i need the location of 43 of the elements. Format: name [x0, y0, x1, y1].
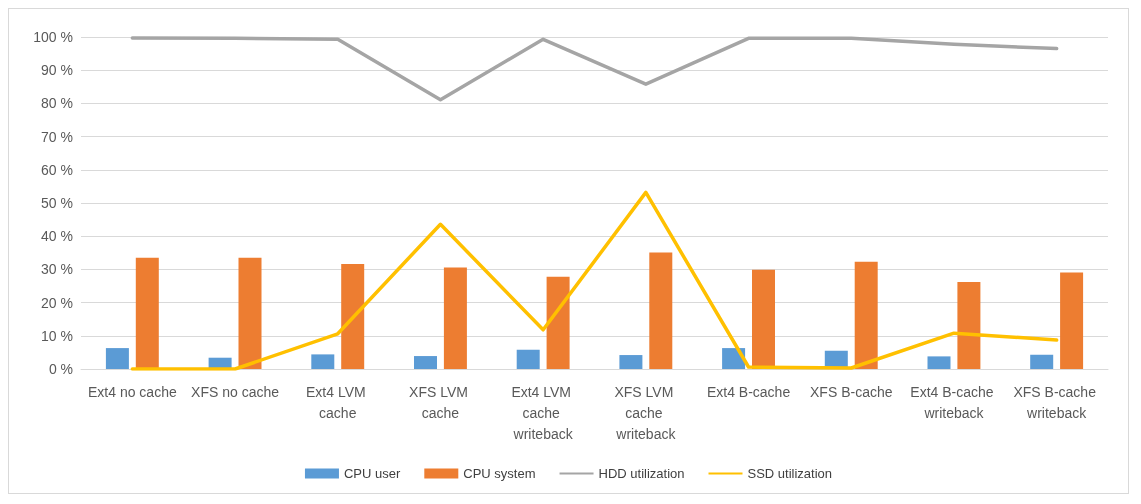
x-tick-label: Ext4 LVM cache [305, 383, 370, 421]
bar [1060, 272, 1084, 369]
y-tick-label: 30 % [41, 261, 73, 278]
y-tick-label: 0 % [48, 361, 73, 377]
bar [854, 261, 878, 369]
legend-label: HDD utilization [598, 466, 685, 481]
bar [341, 264, 365, 369]
x-tick-label: Ext4 no cache [87, 383, 177, 400]
y-tick-label: 20 % [41, 294, 73, 311]
y-tick-label: 10 % [41, 327, 73, 344]
bar [105, 348, 129, 369]
line-series [130, 36, 1059, 102]
bar [957, 282, 981, 369]
legend-label: CPU system [463, 466, 536, 481]
legend-label: SSD utilization [747, 466, 833, 481]
y-tick-label: 40 % [41, 228, 73, 245]
y-tick-label: 100 % [33, 29, 73, 45]
bar [649, 252, 673, 369]
bar [414, 356, 437, 369]
bar [619, 355, 643, 369]
y-tick-label: 70 % [41, 128, 73, 145]
x-tick-label: Ext4 B-cache [706, 383, 791, 400]
bar [135, 257, 159, 369]
x-tick-label: XFS B-cache [810, 383, 893, 400]
x-tick-label: XFS LVM cache writeback [614, 383, 678, 442]
y-tick-label: 60 % [41, 161, 73, 178]
legend-label: CPU user [343, 466, 401, 481]
line-series [130, 190, 1059, 371]
bar [1030, 354, 1054, 369]
bar [443, 267, 467, 369]
bar [516, 349, 540, 369]
bar [546, 276, 570, 369]
bar [311, 354, 335, 369]
bar [238, 257, 262, 369]
x-tick-label: XFS no cache [191, 383, 280, 400]
y-tick-label: 90 % [41, 62, 73, 79]
x-tick-label: Ext4 B-cache writeback [910, 383, 998, 421]
bar [927, 356, 951, 369]
y-tick-label: 80 % [41, 95, 73, 112]
x-tick-label: XFS B-cache writeback [1013, 383, 1100, 421]
y-tick-label: 50 % [41, 195, 73, 211]
x-tick-label: Ext4 LVM cache writeback [511, 383, 575, 442]
x-tick-label: XFS LVM cache [409, 383, 472, 421]
